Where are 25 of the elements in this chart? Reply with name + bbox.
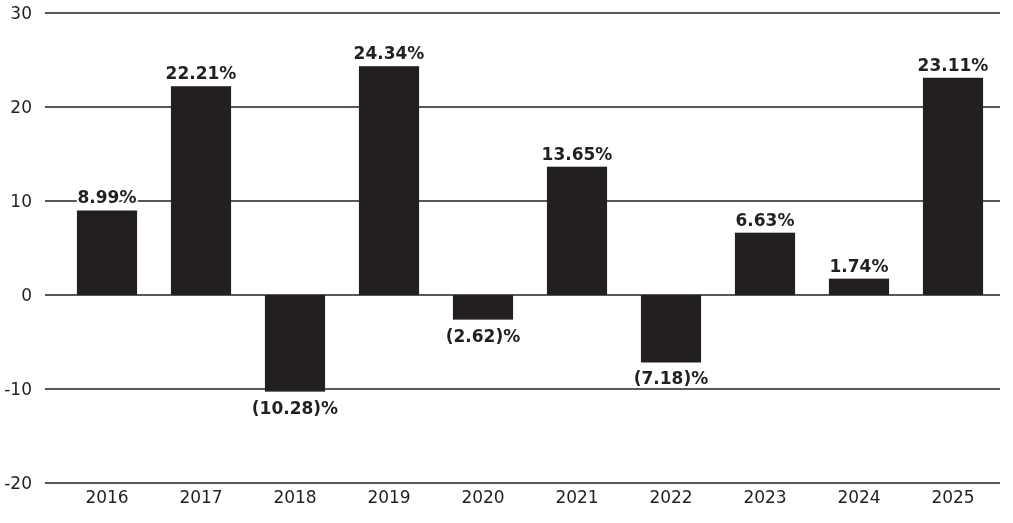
y-tick-label: -10 <box>4 378 32 399</box>
y-tick-label: 0 <box>21 284 32 305</box>
x-tick-label: 2020 <box>461 487 505 508</box>
x-tick-label: 2019 <box>367 487 411 508</box>
data-label: (10.28)% <box>251 397 339 418</box>
x-tick-label: 2018 <box>273 487 317 508</box>
y-tick-label: 10 <box>10 190 32 211</box>
data-label: 22.21% <box>165 63 237 84</box>
data-label: 24.34% <box>353 43 425 64</box>
x-tick-label: 2025 <box>931 487 975 508</box>
y-tick-label: 30 <box>10 2 32 23</box>
data-label: 6.63% <box>735 209 795 230</box>
x-tick-label: 2024 <box>837 487 881 508</box>
data-label: 1.74% <box>829 255 889 276</box>
x-tick-label: 2021 <box>555 487 599 508</box>
y-tick-label: -20 <box>4 472 32 493</box>
x-tick-label: 2016 <box>85 487 129 508</box>
data-label: (2.62)% <box>445 325 521 346</box>
data-label: (7.18)% <box>633 368 709 389</box>
y-tick-label: 20 <box>10 96 32 117</box>
x-tick-label: 2022 <box>649 487 693 508</box>
data-label: 23.11% <box>917 54 989 75</box>
x-tick-label: 2017 <box>179 487 223 508</box>
x-tick-label: 2023 <box>743 487 787 508</box>
data-label: 13.65% <box>541 143 613 164</box>
